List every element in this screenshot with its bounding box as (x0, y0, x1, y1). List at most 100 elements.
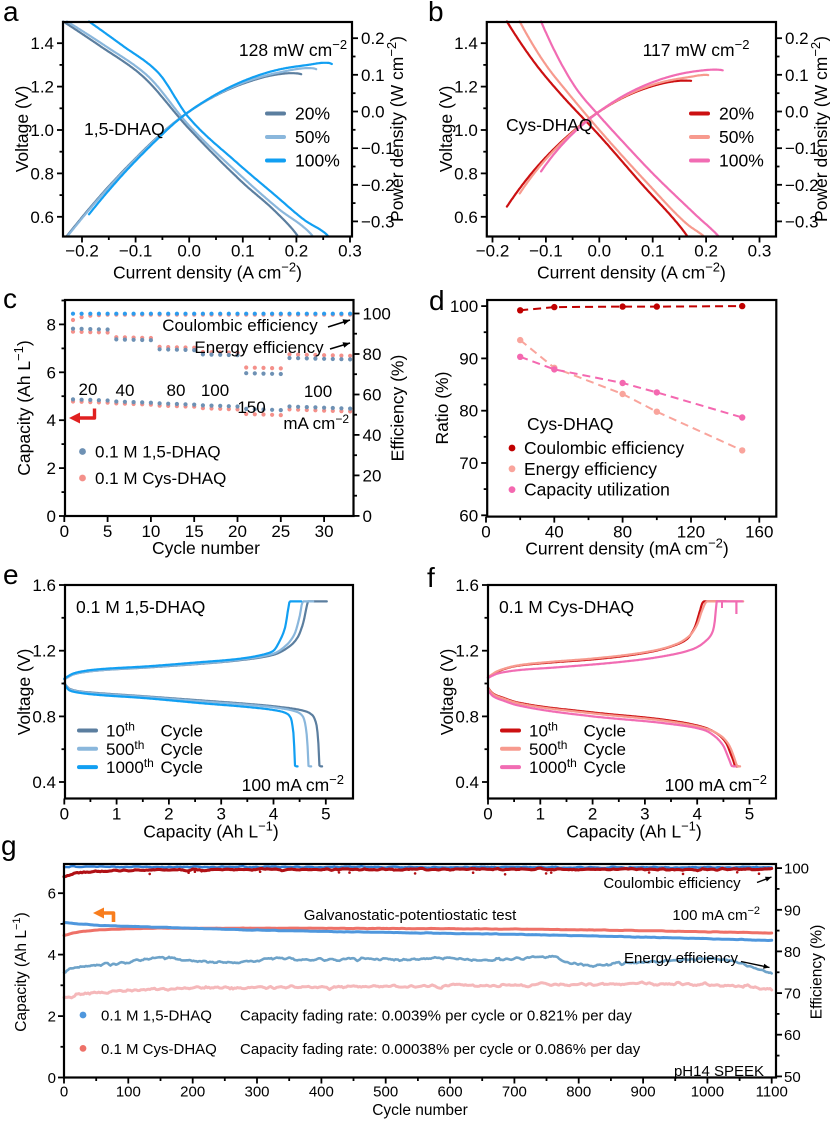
svg-text:1.4: 1.4 (454, 34, 478, 53)
svg-text:Current density (A cm−2): Current density (A cm−2) (113, 260, 302, 283)
svg-text:0.1 M 1,5-DHAQ: 0.1 M 1,5-DHAQ (101, 1008, 212, 1025)
svg-text:90: 90 (459, 349, 478, 368)
svg-text:100 mA cm−2: 100 mA cm−2 (672, 905, 760, 924)
svg-text:pH14 SPEEK: pH14 SPEEK (674, 1063, 764, 1080)
svg-text:1.2: 1.2 (30, 78, 54, 97)
svg-text:Energy efficiency: Energy efficiency (624, 950, 738, 967)
svg-text:Voltage (V): Voltage (V) (12, 86, 32, 173)
svg-text:0.8: 0.8 (32, 707, 56, 726)
svg-text:900: 900 (631, 1084, 656, 1101)
svg-text:Current density (A cm−2): Current density (A cm−2) (537, 260, 726, 283)
svg-text:800: 800 (566, 1084, 591, 1101)
svg-text:0.3: 0.3 (748, 242, 772, 261)
svg-text:1.6: 1.6 (32, 576, 56, 595)
svg-text:0: 0 (60, 522, 69, 541)
svg-text:a: a (3, 0, 19, 27)
svg-text:40: 40 (363, 426, 382, 445)
svg-text:−0.2: −0.2 (65, 242, 99, 261)
svg-text:Energy efficiency: Energy efficiency (524, 459, 657, 479)
svg-text:0.1 M 1,5-DHAQ: 0.1 M 1,5-DHAQ (76, 597, 205, 617)
svg-text:0.2: 0.2 (785, 29, 809, 48)
svg-text:Coulombic efficiency: Coulombic efficiency (524, 438, 684, 458)
svg-text:200: 200 (180, 1084, 205, 1101)
svg-text:Voltage (V): Voltage (V) (436, 86, 456, 173)
svg-text:60: 60 (459, 506, 478, 525)
svg-text:Ratio (%): Ratio (%) (432, 372, 452, 445)
svg-text:150: 150 (237, 398, 265, 417)
svg-text:0.0: 0.0 (587, 242, 611, 261)
svg-text:1.2: 1.2 (455, 642, 479, 661)
svg-text:0.1: 0.1 (231, 242, 255, 261)
svg-text:0: 0 (47, 507, 56, 526)
svg-text:Cycle: Cycle (161, 722, 204, 741)
svg-text:−0.3: −0.3 (785, 212, 819, 231)
svg-text:1.0: 1.0 (454, 121, 478, 140)
svg-text:600: 600 (438, 1084, 463, 1101)
svg-text:1: 1 (112, 805, 121, 824)
svg-text:1.6: 1.6 (455, 576, 479, 595)
svg-text:−0.1: −0.1 (119, 242, 153, 261)
svg-text:1.0: 1.0 (30, 121, 54, 140)
svg-text:0.3: 0.3 (338, 242, 362, 261)
svg-text:50%: 50% (719, 127, 754, 147)
svg-text:40: 40 (545, 523, 564, 542)
svg-text:Galvanostatic-potentiostatic t: Galvanostatic-potentiostatic test (304, 907, 517, 924)
svg-text:4: 4 (692, 805, 701, 824)
svg-text:90: 90 (784, 902, 801, 919)
svg-text:Efficiency (%): Efficiency (%) (809, 925, 826, 1019)
svg-text:Cycle number: Cycle number (152, 538, 260, 558)
svg-text:3: 3 (216, 805, 225, 824)
svg-text:1000th: 1000th (529, 756, 577, 777)
svg-text:Current density (mA cm−2): Current density (mA cm−2) (525, 536, 728, 559)
svg-text:e: e (3, 559, 19, 590)
svg-text:Cycle: Cycle (584, 740, 627, 759)
svg-text:80: 80 (167, 381, 186, 400)
svg-text:4: 4 (47, 411, 56, 430)
svg-text:80: 80 (459, 402, 478, 421)
svg-text:Cycle: Cycle (584, 722, 627, 741)
svg-text:6: 6 (47, 363, 56, 382)
svg-text:100: 100 (363, 305, 391, 324)
svg-text:5: 5 (321, 805, 330, 824)
svg-text:20%: 20% (719, 104, 754, 124)
svg-text:60: 60 (363, 385, 382, 404)
svg-text:0.6: 0.6 (454, 208, 478, 227)
svg-text:80: 80 (363, 345, 382, 364)
svg-text:0.2: 0.2 (285, 242, 309, 261)
svg-text:25: 25 (271, 522, 290, 541)
svg-text:8: 8 (47, 315, 56, 334)
svg-text:Cycle number: Cycle number (372, 1102, 468, 1119)
svg-text:80: 80 (784, 944, 801, 961)
svg-text:0.8: 0.8 (454, 164, 478, 183)
svg-text:60: 60 (784, 1027, 801, 1044)
svg-text:3: 3 (640, 805, 649, 824)
svg-text:Capacity (Ah L−1): Capacity (Ah L−1) (143, 819, 278, 842)
svg-text:100%: 100% (295, 151, 340, 171)
svg-text:300: 300 (245, 1084, 270, 1101)
svg-text:Power density (W cm−2): Power density (W cm−2) (808, 36, 830, 222)
svg-text:1100: 1100 (756, 1084, 788, 1101)
svg-text:0: 0 (48, 1070, 56, 1087)
svg-text:128 mW cm−2: 128 mW cm−2 (239, 37, 347, 60)
svg-text:−0.3: −0.3 (361, 212, 395, 231)
svg-text:5: 5 (745, 805, 754, 824)
svg-text:70: 70 (784, 986, 801, 1003)
svg-text:0.0: 0.0 (177, 242, 201, 261)
svg-text:0: 0 (60, 1084, 68, 1101)
svg-text:Energy efficiency: Energy efficiency (194, 338, 324, 357)
svg-text:120: 120 (677, 523, 705, 542)
svg-text:400: 400 (309, 1084, 334, 1101)
svg-text:1.2: 1.2 (32, 642, 56, 661)
svg-text:Cycle: Cycle (584, 758, 627, 777)
svg-text:70: 70 (459, 454, 478, 473)
svg-text:0.1: 0.1 (785, 66, 809, 85)
svg-text:1000: 1000 (691, 1084, 724, 1101)
svg-text:0.1 M 1,5-DHAQ: 0.1 M 1,5-DHAQ (95, 443, 221, 462)
svg-text:160: 160 (745, 523, 773, 542)
svg-text:Capacity (Ah L−1): Capacity (Ah L−1) (11, 912, 30, 1031)
svg-text:50%: 50% (295, 127, 330, 147)
svg-text:0.8: 0.8 (455, 707, 479, 726)
svg-text:Capacity utilization: Capacity utilization (524, 480, 670, 500)
svg-text:100%: 100% (719, 151, 764, 171)
svg-text:700: 700 (502, 1084, 527, 1101)
